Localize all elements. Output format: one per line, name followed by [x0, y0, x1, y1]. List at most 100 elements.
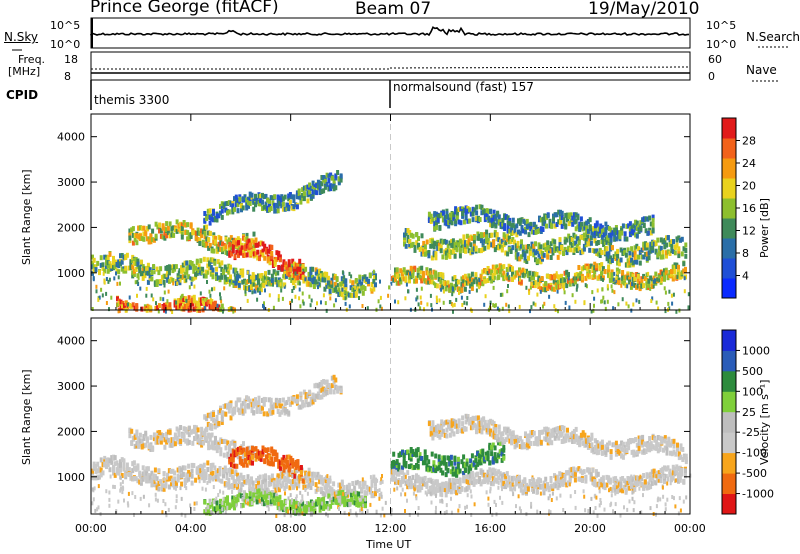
data-cell: [570, 242, 574, 248]
data-cell: [666, 249, 670, 255]
data-cell: [131, 226, 135, 232]
data-cell: [501, 221, 505, 227]
data-cell: [433, 225, 437, 231]
data-cell: [149, 239, 153, 245]
data-cell: [427, 253, 431, 259]
data-cell: [656, 237, 660, 243]
noise-cell: [591, 274, 594, 279]
data-cell: [462, 463, 466, 469]
data-cell: [649, 221, 653, 227]
data-cell: [305, 472, 309, 478]
data-cell: [337, 490, 341, 496]
data-cell: [131, 302, 135, 308]
data-cell: [267, 269, 271, 275]
data-cell: [671, 276, 675, 282]
data-cell: [208, 231, 212, 236]
data-cell: [261, 398, 264, 403]
data-cell: [340, 479, 344, 485]
data-cell: [556, 247, 560, 253]
data-cell: [159, 233, 163, 239]
data-cell: [421, 270, 425, 276]
data-cell: [495, 457, 499, 463]
data-cell: [451, 243, 455, 248]
data-cell: [593, 269, 597, 275]
data-cell: [549, 285, 553, 291]
noise-cell: [505, 302, 508, 307]
data-cell: [149, 443, 153, 449]
data-cell: [549, 241, 553, 247]
data-cell: [492, 209, 496, 215]
data-cell: [164, 483, 168, 489]
data-cell: [319, 277, 323, 283]
data-cell: [280, 409, 284, 415]
data-cell: [254, 251, 258, 257]
data-cell: [658, 245, 662, 251]
data-cell: [434, 468, 438, 474]
data-cell: [574, 212, 578, 218]
data-cell: [193, 428, 197, 434]
data-cell: [137, 234, 141, 240]
data-cell: [325, 384, 329, 390]
data-cell: [201, 466, 205, 472]
data-cell: [504, 240, 508, 246]
noise-cell: [189, 276, 192, 281]
data-cell: [547, 283, 551, 289]
data-cell: [236, 407, 240, 413]
data-cell: [528, 246, 532, 252]
data-cell: [402, 276, 406, 282]
data-cell: [420, 485, 424, 490]
data-cell: [165, 436, 169, 442]
data-cell: [249, 250, 253, 256]
data-cell: [411, 452, 415, 457]
data-cell: [115, 467, 119, 473]
data-cell: [255, 478, 259, 484]
data-cell: [215, 504, 219, 509]
data-cell: [523, 252, 527, 258]
data-cell: [250, 408, 254, 414]
data-cell: [246, 474, 250, 480]
data-cell: [241, 268, 245, 274]
data-cell: [441, 459, 445, 465]
data-cell: [441, 272, 445, 278]
data-cell: [325, 488, 329, 494]
data-cell: [152, 264, 156, 269]
data-cell: [448, 248, 452, 254]
data-cell: [119, 459, 122, 465]
data-cell: [532, 271, 535, 277]
data-cell: [649, 248, 653, 254]
data-cell: [230, 474, 234, 480]
data-cell: [177, 298, 181, 303]
noise-cell: [453, 302, 456, 307]
data-cell: [294, 202, 298, 208]
data-cell: [245, 493, 249, 499]
data-cell: [189, 234, 193, 239]
data-cell: [248, 498, 252, 504]
data-cell: [363, 274, 367, 280]
data-cell: [565, 269, 569, 275]
data-cell: [586, 219, 590, 224]
data-cell: [230, 279, 234, 285]
noise-cell: [282, 274, 285, 279]
data-cell: [271, 404, 275, 410]
data-cell: [589, 263, 593, 269]
data-cell: [276, 409, 280, 414]
data-cell: [233, 253, 237, 259]
data-cell: [518, 279, 521, 285]
data-cell: [200, 442, 204, 448]
data-cell: [110, 263, 114, 269]
data-cell: [256, 249, 260, 255]
noise-cell: [625, 301, 628, 306]
data-cell: [254, 496, 257, 502]
data-cell: [252, 243, 256, 248]
data-cell: [411, 273, 415, 278]
noise-cell: [139, 286, 142, 291]
data-cell: [230, 469, 234, 475]
data-cell: [358, 500, 362, 506]
data-cell: [304, 504, 308, 510]
data-cell: [258, 283, 262, 289]
data-cell: [640, 279, 644, 284]
data-cell: [553, 248, 557, 253]
data-cell: [663, 276, 666, 282]
noise-cell: [200, 271, 203, 275]
data-cell: [632, 223, 636, 229]
